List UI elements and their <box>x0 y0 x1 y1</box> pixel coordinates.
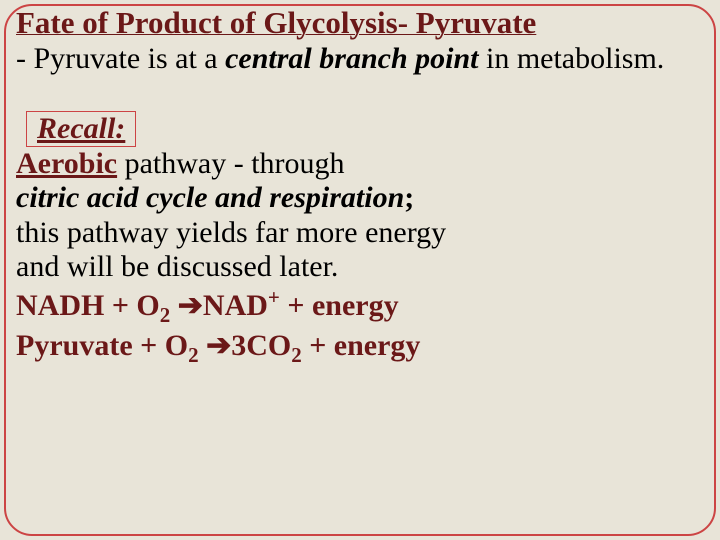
eq1-left: NADH + O <box>16 289 160 322</box>
eq1-sub1: 2 <box>160 303 171 327</box>
citric-text: citric acid cycle and respiration <box>16 181 404 214</box>
intro-text: - Pyruvate is at a central branch point … <box>10 42 710 77</box>
eq1-sup: + <box>268 285 280 309</box>
slide-container: Fate of Product of Glycolysis- Pyruvate … <box>0 0 720 540</box>
recall-label: Recall: <box>37 112 125 145</box>
aerobic-rest: pathway - through <box>117 147 344 180</box>
intro-suffix: in metabolism. <box>478 42 664 75</box>
slide-title: Fate of Product of Glycolysis- Pyruvate <box>10 6 710 40</box>
equation-2: Pyruvate + O2 ➔3CO2 + energy <box>10 328 710 368</box>
equation-1: NADH + O2 ➔NAD+ + energy <box>10 285 710 328</box>
more-line-1: this pathway yields far more energy <box>10 216 710 251</box>
eq1-arrow: ➔ <box>170 289 203 322</box>
citric-semicolon: ; <box>404 181 414 214</box>
eq2-sub1: 2 <box>188 343 199 367</box>
intro-prefix: - Pyruvate is at a <box>16 42 225 75</box>
intro-emphasis: central branch point <box>225 42 478 75</box>
eq2-sub2: 2 <box>291 343 302 367</box>
eq1-mid: NAD <box>203 289 268 322</box>
citric-line: citric acid cycle and respiration; <box>10 181 710 216</box>
eq1-right: + energy <box>280 289 399 322</box>
more-line-2: and will be discussed later. <box>10 250 710 285</box>
eq2-left: Pyruvate + O <box>16 329 188 362</box>
aerobic-word: Aerobic <box>16 147 117 180</box>
eq2-mid: 3CO <box>231 329 291 362</box>
eq2-arrow: ➔ <box>199 329 232 362</box>
recall-box: Recall: <box>26 111 136 147</box>
aerobic-line: Aerobic pathway - through <box>10 147 710 182</box>
eq2-right: + energy <box>302 329 421 362</box>
